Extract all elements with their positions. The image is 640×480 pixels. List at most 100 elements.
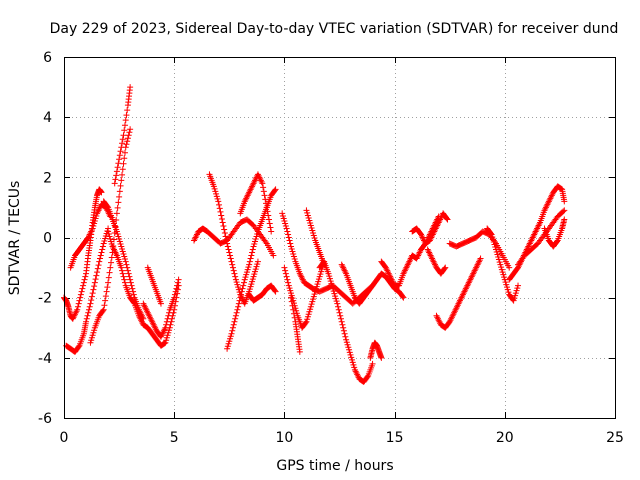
data-point [316,273,323,280]
y-tick-label: -6 [38,411,52,427]
data-point [117,241,124,248]
data-point [494,251,501,258]
data-point [242,274,249,281]
data-point [226,338,233,345]
data-point [249,276,256,283]
data-point [235,284,242,291]
x-tick-label: 20 [496,430,514,446]
data-point [341,330,348,337]
data-point [165,312,172,319]
data-point [245,264,252,271]
data-point [286,237,293,244]
data-point [492,244,499,251]
data-point [166,309,173,316]
data-point [492,246,499,253]
data-point [287,287,294,294]
data-point [252,236,259,243]
data-point [105,228,112,235]
data-point [174,282,181,289]
data-point [84,235,91,242]
data-point [309,227,316,234]
data-point [87,339,94,346]
data-point [121,122,128,129]
data-point [495,254,502,261]
data-point [510,297,517,304]
data-point [382,263,389,270]
series-arc19 [367,339,385,361]
data-point [335,306,342,313]
data-point [124,264,131,271]
data-point [340,324,347,331]
data-point [224,345,231,352]
data-point [125,132,132,139]
data-point [443,215,450,222]
data-point [223,237,230,244]
data-point [101,238,108,245]
data-point [496,259,503,266]
data-point [281,217,288,224]
data-point [127,84,134,91]
data-point [106,269,113,276]
data-point [125,270,132,277]
data-point [99,246,106,253]
data-point [307,219,314,226]
data-point [560,208,567,215]
data-point [230,267,237,274]
data-point [83,318,90,325]
data-point [112,176,119,183]
data-point [252,268,259,275]
series-arc21 [338,261,407,307]
data-point [163,321,170,328]
data-point [259,180,266,187]
y-tick-label: -4 [38,351,52,367]
data-point [499,269,506,276]
series-arc5 [111,84,134,187]
data-point [77,291,84,298]
data-point [213,190,220,197]
data-point [120,160,127,167]
data-point [305,311,312,318]
data-point [334,300,341,307]
data-point [108,241,115,248]
data-point [310,229,317,236]
data-point [315,278,322,285]
data-point [285,231,292,238]
data-point [348,356,355,363]
data-point [310,296,317,303]
data-point [82,273,89,280]
data-point [164,315,171,322]
data-point [378,354,385,361]
grid [64,57,615,418]
data-point [229,261,236,268]
data-point [513,287,520,294]
data-point [87,300,94,307]
data-point [346,346,353,353]
y-axis-label: SDTVAR / TECUs [7,181,23,296]
series-arc7 [105,228,182,349]
series-arc30 [541,216,568,250]
data-point [445,319,452,326]
data-point [119,246,126,253]
data-point [246,286,253,293]
series-arc25 [433,255,484,331]
data-point [108,259,115,266]
data-point [291,314,298,321]
data-point [113,168,120,175]
data-point [75,343,82,350]
data-point [502,279,509,286]
data-point [280,215,287,222]
data-point [160,340,167,347]
data-point [290,306,297,313]
data-point [121,279,128,286]
data-point [126,129,133,136]
data-point [329,285,336,292]
data-point [488,231,495,238]
data-point [311,291,318,298]
data-point [311,235,318,242]
series-arc18 [316,258,376,385]
data-point [105,279,112,286]
data-point [115,160,122,167]
data-point [232,312,239,319]
data-point [91,283,98,290]
data-point [106,233,113,240]
